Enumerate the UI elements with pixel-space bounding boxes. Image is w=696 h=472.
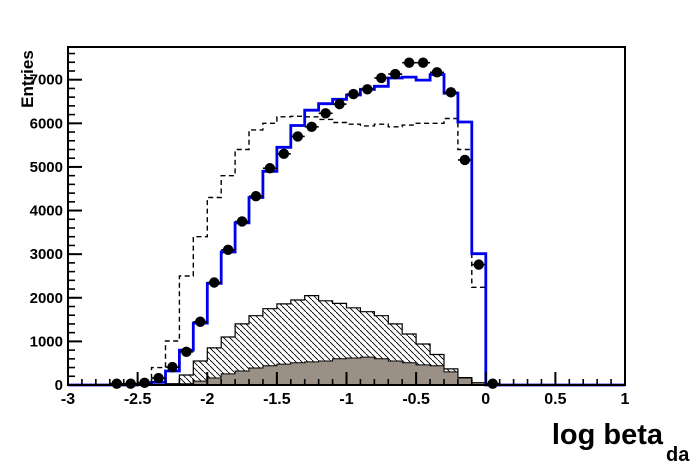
data-point-marker (459, 154, 471, 166)
data-point-marker (320, 108, 331, 119)
data-point-marker (334, 98, 345, 110)
x-tick-label: -1 (339, 391, 353, 408)
data-point-marker (181, 346, 192, 358)
gray-filled-histogram (178, 356, 487, 386)
data-point-marker (473, 259, 484, 270)
data-point-marker (403, 57, 415, 68)
data-point-marker (348, 88, 359, 100)
data-point-marker (445, 87, 457, 98)
data-point-marker (222, 244, 234, 255)
x-tick-label: 0 (481, 391, 490, 408)
data-point-marker (125, 378, 136, 389)
data-point-marker (417, 57, 429, 68)
x-tick-label: -0.5 (402, 391, 430, 408)
y-tick-label: 0 (55, 377, 63, 394)
x-tick-label: -3 (61, 391, 75, 408)
x-tick-label: -1.5 (263, 391, 291, 408)
y-tick-label: 2000 (30, 290, 63, 307)
x-tick-label: -2 (200, 391, 214, 408)
y-tick-label: 4000 (30, 203, 63, 220)
x-tick-label: 0.5 (544, 391, 566, 408)
data-point-marker (264, 163, 276, 174)
data-point-marker (139, 377, 150, 389)
y-tick-label: 7000 (30, 72, 63, 89)
y-axis-title: Entries (18, 50, 37, 108)
x-axis-title: log beta (552, 419, 664, 451)
data-point-marker (278, 148, 290, 160)
data-point-marker (487, 378, 498, 389)
data-point-marker (250, 190, 262, 202)
data-points-layer (109, 57, 500, 389)
data-point-marker (195, 316, 206, 327)
data-point-marker (390, 68, 401, 80)
x-tick-label: -2.5 (124, 391, 152, 408)
axes-layer: -3 -2.5 -2 -1.5 -1 -0.5 0 0.5 1 0 1000 2000 3000 4000… (30, 46, 630, 408)
y-tick-label: 3000 (30, 246, 63, 263)
data-point-marker (376, 72, 387, 84)
data-point-marker (209, 277, 220, 288)
x-axis-title-subscript: da (666, 444, 690, 466)
data-point-marker (153, 372, 164, 384)
data-point-marker (362, 84, 373, 95)
data-point-marker (292, 131, 303, 142)
data-point-marker (167, 361, 178, 373)
data-point-marker (236, 216, 248, 227)
series-layer (68, 73, 625, 387)
data-point-marker (306, 121, 317, 133)
x-tick-label: 1 (621, 391, 630, 408)
y-tick-label: 1000 (30, 333, 63, 350)
data-point-marker (431, 67, 443, 78)
y-tick-label: 5000 (30, 159, 63, 176)
data-point-marker (111, 378, 122, 389)
y-tick-label: 6000 (30, 115, 63, 132)
